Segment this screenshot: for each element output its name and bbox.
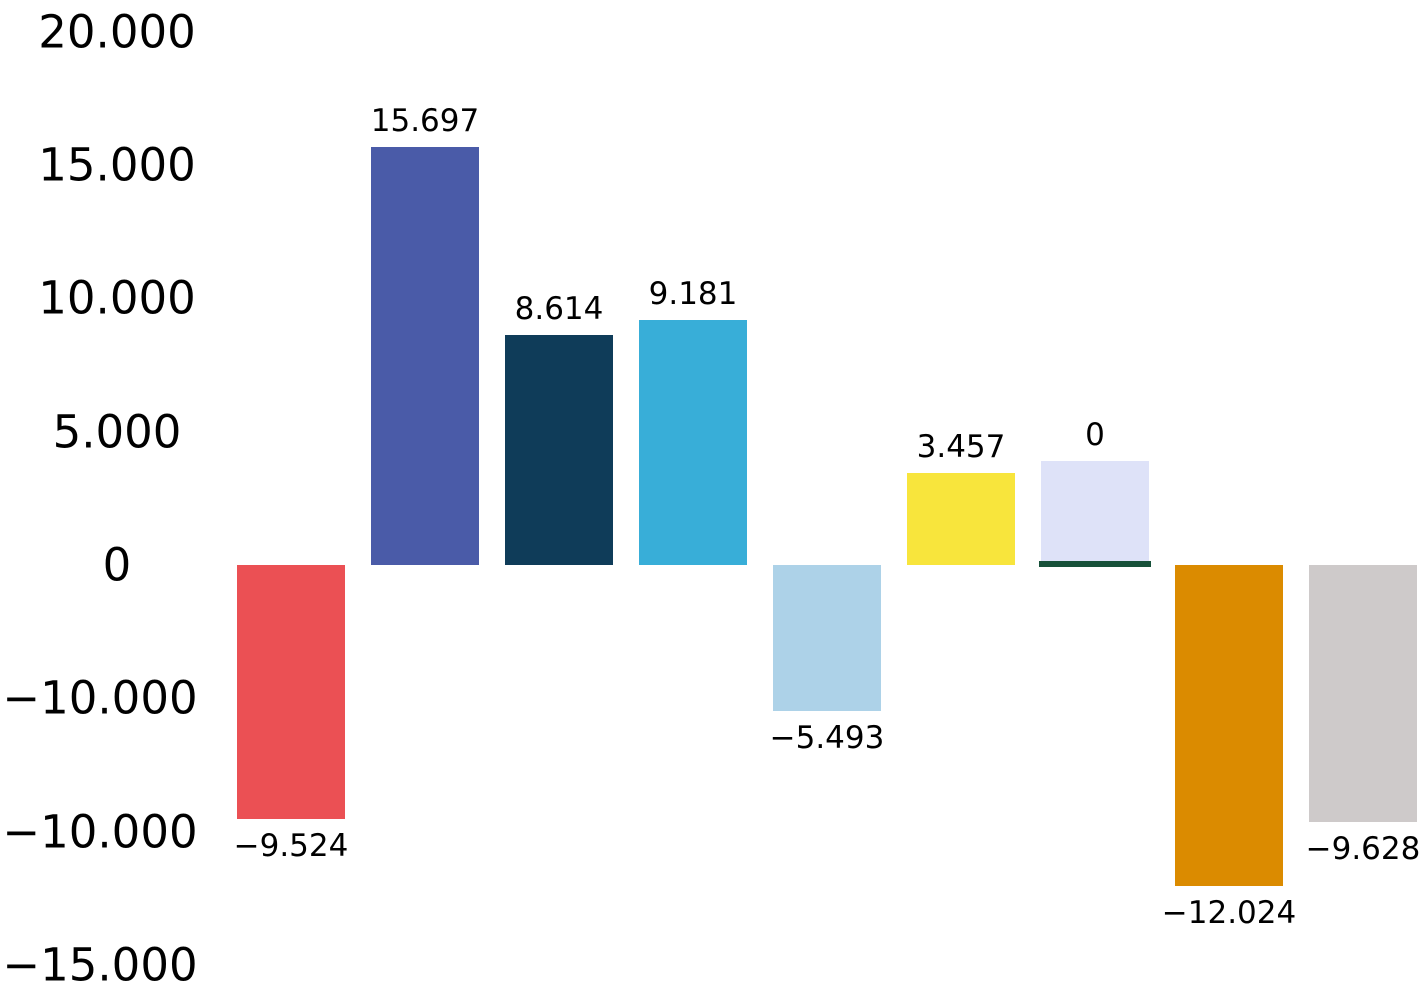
y-axis-tick-label: −15.000 xyxy=(2,938,198,992)
zero-marker xyxy=(1039,561,1151,567)
bar-value-label: 15.697 xyxy=(370,103,480,139)
y-axis-tick-label: 0 xyxy=(102,538,132,592)
y-axis-tick-label: 10.000 xyxy=(38,271,196,325)
bar-9 xyxy=(1309,565,1417,822)
y-axis-tick-label: 15.000 xyxy=(38,138,196,192)
bar-value-label: −5.493 xyxy=(769,720,885,756)
y-axis-tick-label: −10.000 xyxy=(2,805,198,859)
y-axis-tick-label: 20.000 xyxy=(38,5,196,59)
bar-1 xyxy=(237,565,345,819)
bar-7 xyxy=(1041,461,1149,565)
bar-value-label: 0 xyxy=(1085,417,1105,453)
bar-value-label: −9.628 xyxy=(1305,831,1420,867)
bar-6 xyxy=(907,473,1015,565)
bar-value-label: 3.457 xyxy=(916,429,1006,465)
bar-5 xyxy=(773,565,881,711)
y-axis-tick-label: 5.000 xyxy=(52,405,182,459)
y-axis-tick-label: −10.000 xyxy=(2,671,198,725)
bar-value-label: 8.614 xyxy=(514,291,604,327)
bar-8 xyxy=(1175,565,1283,886)
bar-2 xyxy=(371,147,479,565)
bar-value-label: −12.024 xyxy=(1161,895,1297,931)
bar-value-label: −9.524 xyxy=(233,828,349,864)
bar-4 xyxy=(639,320,747,565)
bar-value-label: 9.181 xyxy=(648,276,738,312)
bar-3 xyxy=(505,335,613,565)
